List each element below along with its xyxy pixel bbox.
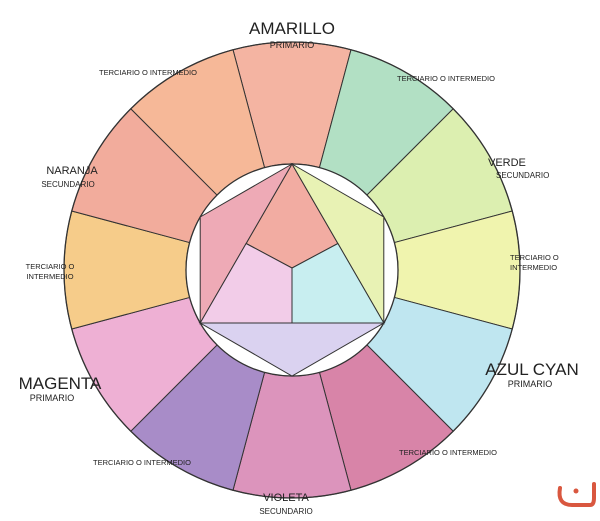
label-tertiary-lower-right: TERCIARIO O INTERMEDIO <box>399 448 497 457</box>
outer-circle <box>63 41 521 499</box>
inner-bottom <box>198 322 386 377</box>
logo-dot <box>573 488 579 494</box>
label-tertiary-left-1: TERCIARIO O <box>26 262 75 271</box>
label-naranja-type: SECUNDARIO <box>41 180 94 189</box>
label-tertiary-left-2: INTERMEDIO <box>26 272 73 281</box>
label-violeta: VIOLETA <box>263 492 309 504</box>
inner-hexagon <box>198 162 386 377</box>
label-magenta: MAGENTA <box>19 374 102 393</box>
label-amarillo-type: PRIMARIO <box>270 40 315 50</box>
label-azul-cyan-type: PRIMARIO <box>508 379 553 389</box>
label-violeta-type: SECUNDARIO <box>259 507 312 516</box>
label-verde-type: SECUNDARIO <box>496 171 549 180</box>
outer-ring <box>63 41 521 499</box>
logo-mark <box>557 482 596 507</box>
label-tertiary-right-1: TERCIARIO O <box>510 253 559 262</box>
label-tertiary-right-2: INTERMEDIO <box>510 263 557 272</box>
label-azul-cyan: AZUL CYAN <box>485 360 579 379</box>
label-tertiary-lower-left: TERCIARIO O INTERMEDIO <box>93 458 191 467</box>
label-tertiary-upper-right: TERCIARIO O INTERMEDIO <box>397 74 495 83</box>
label-magenta-type: PRIMARIO <box>30 393 75 403</box>
label-tertiary-upper-left: TERCIARIO O INTERMEDIO <box>99 68 197 77</box>
label-amarillo: AMARILLO <box>249 19 335 38</box>
label-naranja: NARANJA <box>46 165 98 177</box>
label-verde: VERDE <box>488 157 526 169</box>
